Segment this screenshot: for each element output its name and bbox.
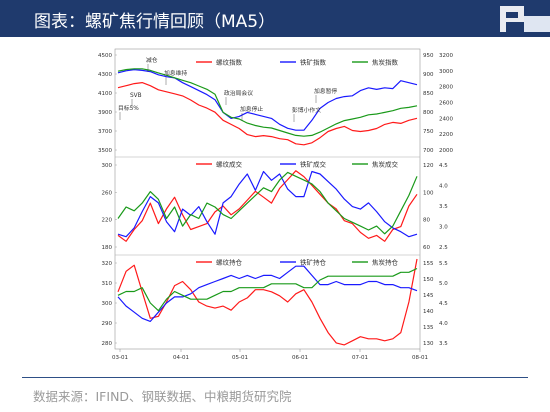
page-title: 图表：螺矿焦行情回顾（MA5） — [34, 12, 276, 32]
series-line-2 — [117, 171, 418, 235]
y-left-tick-label: 260 — [102, 190, 113, 196]
x-tick-label: 04-01 — [173, 355, 189, 361]
y-right2-tick-label: 2400 — [439, 116, 453, 122]
y-left-tick-label: 300 — [102, 301, 113, 307]
y-right2-tick-label: 2600 — [439, 101, 453, 107]
chart-area: 4500 4300 4100 3900 3700 3500 950 900 850 800 750 7… — [0, 37, 550, 377]
series-line-1 — [117, 170, 418, 238]
y-right2-tick-label: 5.0 — [439, 281, 448, 287]
series-line-1 — [117, 265, 418, 322]
series-line-1 — [117, 68, 418, 131]
y-right1-tick-label: 800 — [423, 110, 434, 116]
y-right2-tick-label: 2800 — [439, 85, 453, 91]
x-tick-label: 06-01 — [292, 355, 308, 361]
x-tick-label: 07-01 — [352, 355, 368, 361]
y-right2-tick-label: 4.0 — [439, 184, 448, 190]
y-left-tick-label: 290 — [102, 321, 113, 327]
y-right2-tick-label: 3200 — [439, 53, 453, 59]
series-line-2 — [117, 68, 418, 137]
company-logo — [480, 0, 550, 37]
y-left-tick-label: 220 — [102, 218, 113, 224]
legend-label: 螺纹指数 — [216, 58, 243, 67]
y-right1-tick-label: 155 — [423, 261, 434, 267]
chart-annotation: 政治局会议 — [224, 89, 253, 97]
header-bar: 图表：螺矿焦行情回顾（MA5） — [0, 0, 550, 37]
commodity-chart: 4500 4300 4100 3900 3700 3500 950 900 850 800 750 7… — [98, 48, 453, 361]
y-right1-tick-label: 140 — [423, 309, 434, 315]
y-right2-tick-label: 3.5 — [439, 341, 448, 347]
y-right1-tick-label: 900 — [423, 72, 434, 78]
y-right1-tick-label: 750 — [423, 129, 434, 135]
y-right1-tick-label: 120 — [423, 163, 434, 169]
y-right2-tick-label: 4.0 — [439, 321, 448, 327]
chart-annotation: 加息停止 — [240, 105, 263, 113]
legend-label: 焦炭成交 — [372, 160, 399, 169]
y-right1-tick-label: 145 — [423, 293, 434, 299]
footer-divider — [22, 377, 528, 378]
legend-label: 焦炭指数 — [372, 58, 399, 67]
y-right1-tick-label: 80 — [423, 218, 430, 224]
y-left-tick-label: 180 — [102, 245, 113, 251]
series-line-0 — [117, 81, 418, 146]
y-right1-tick-label: 130 — [423, 341, 434, 347]
y-right2-tick-label: 4.5 — [439, 301, 448, 307]
legend-label: 铁矿成交 — [300, 160, 327, 169]
y-left-tick-label: 4100 — [98, 91, 112, 97]
y-right2-tick-label: 2.5 — [439, 245, 448, 251]
x-tick-label: 03-01 — [112, 355, 128, 361]
x-tick-label: 05-01 — [232, 355, 248, 361]
y-right1-tick-label: 700 — [423, 148, 434, 154]
chart-annotation: 加息维持 — [164, 69, 187, 77]
chart-annotation: 加息暂停 — [314, 87, 337, 95]
y-right2-tick-label: 3.0 — [439, 225, 448, 231]
chart-annotation: 目标5% — [118, 104, 139, 112]
y-left-tick-label: 3500 — [98, 148, 112, 154]
y-left-tick-label: 4300 — [98, 72, 112, 78]
series-line-0 — [117, 170, 418, 242]
chart-annotation: SVB — [130, 93, 142, 99]
legend-label: 螺纹成交 — [216, 160, 243, 169]
y-right2-tick-label: 4.5 — [439, 163, 448, 169]
y-right1-tick-label: 135 — [423, 325, 434, 331]
data-source: 数据来源：IFIND、钢联数据、中粮期货研究院 — [33, 389, 292, 404]
y-right1-tick-label: 950 — [423, 53, 434, 59]
y-right1-tick-label: 100 — [423, 190, 434, 196]
y-left-tick-label: 300 — [102, 163, 113, 169]
y-left-tick-label: 310 — [102, 281, 113, 287]
plot-frame — [114, 48, 421, 350]
y-right2-tick-label: 3.5 — [439, 204, 448, 210]
y-left-tick-label: 280 — [102, 341, 113, 347]
y-right1-tick-label: 850 — [423, 91, 434, 97]
y-right2-tick-label: 3000 — [439, 69, 453, 75]
y-right2-tick-label: 2200 — [439, 132, 453, 138]
legend-label: 铁矿持仓 — [300, 258, 327, 267]
series-line-2 — [117, 267, 418, 312]
series-line-0 — [117, 258, 418, 346]
y-left-tick-label: 3700 — [98, 129, 112, 135]
y-right2-tick-label: 2000 — [439, 148, 453, 154]
y-right1-tick-label: 60 — [423, 245, 430, 251]
legend-label: 螺纹持仓 — [216, 258, 243, 267]
chart-annotation: 减仓 — [146, 56, 158, 64]
y-right1-tick-label: 150 — [423, 277, 434, 283]
y-left-tick-label: 4500 — [98, 53, 112, 59]
legend-label: 焦炭持仓 — [372, 258, 399, 267]
y-right2-tick-label: 5.5 — [439, 261, 448, 267]
chart-annotation: 彭博小作文 — [292, 106, 321, 114]
legend-label: 铁矿指数 — [300, 58, 327, 67]
x-tick-label: 08-01 — [412, 355, 428, 361]
y-left-tick-label: 3900 — [98, 110, 112, 116]
y-left-tick-label: 320 — [102, 261, 113, 267]
